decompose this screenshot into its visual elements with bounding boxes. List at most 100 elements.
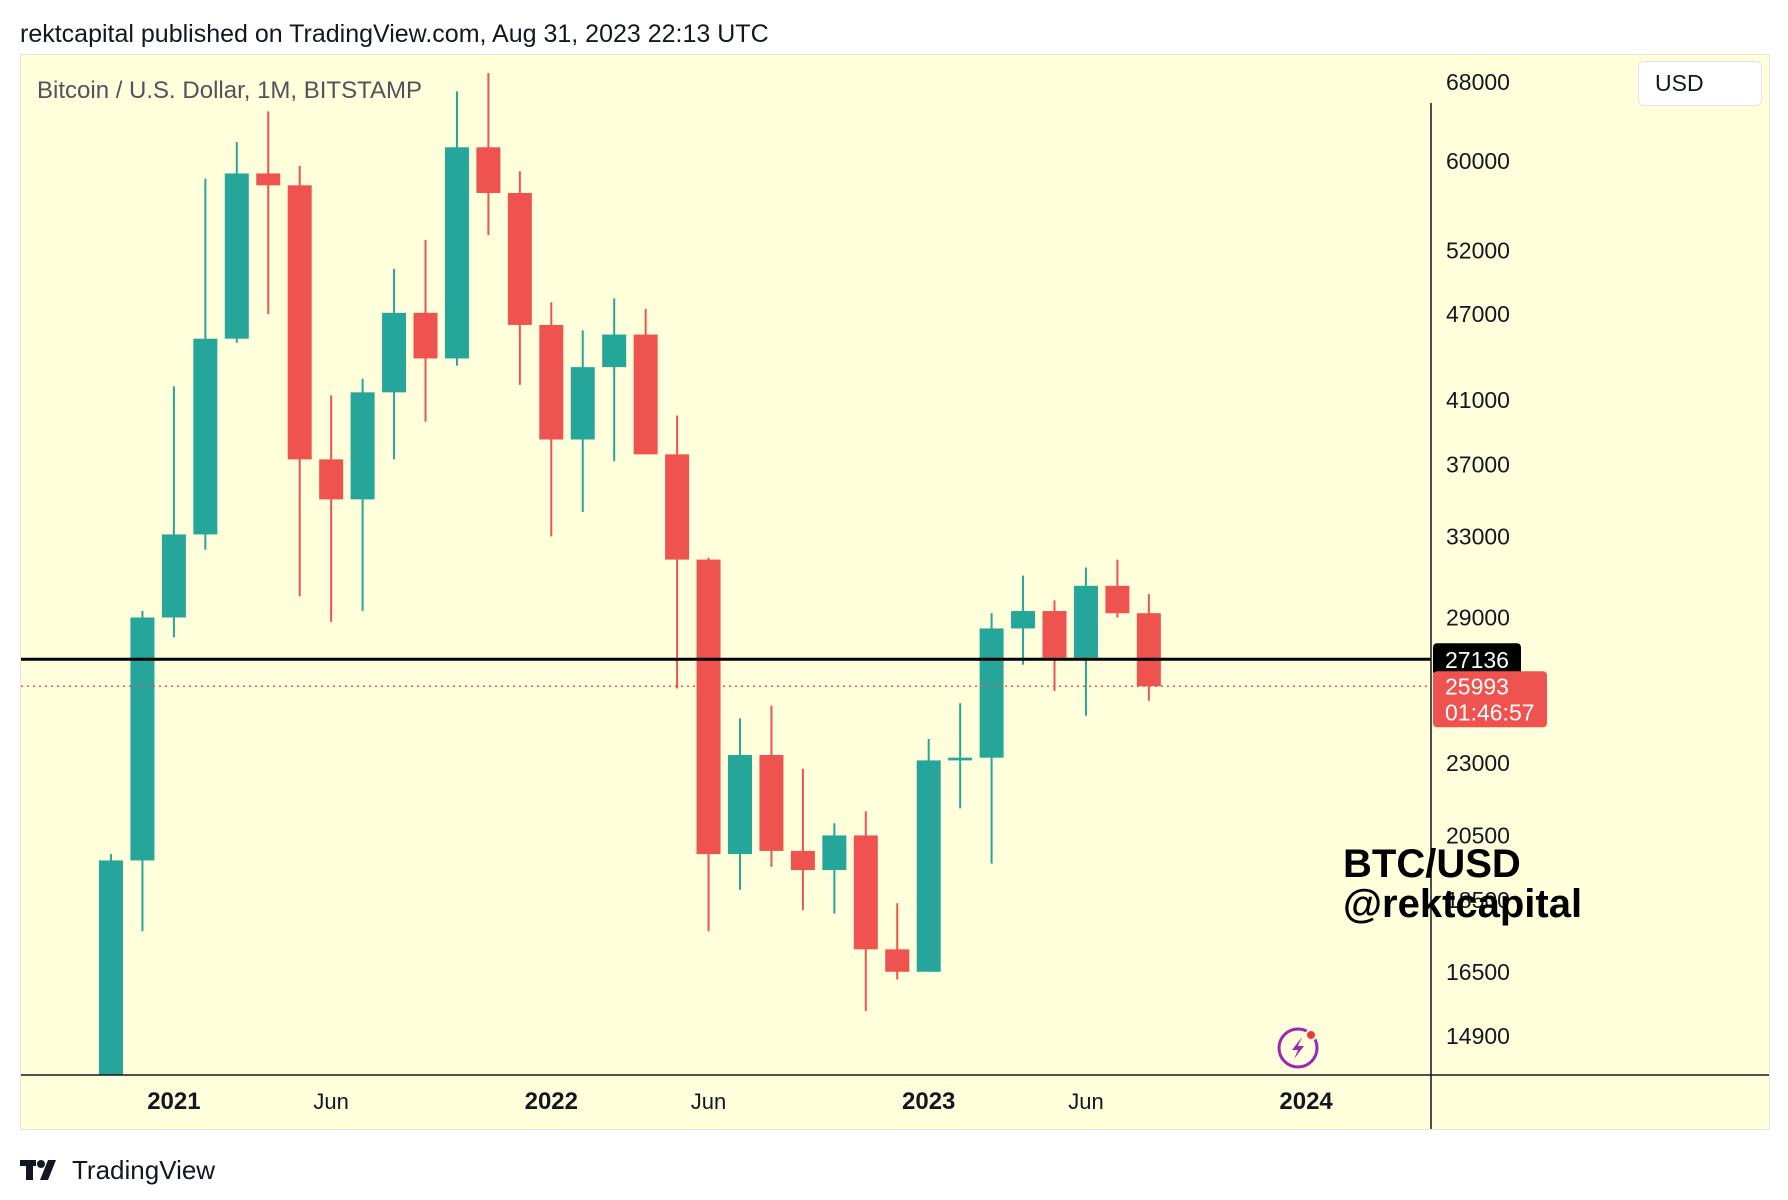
candle[interactable] — [256, 111, 281, 315]
candles-layer — [99, 72, 1161, 1075]
candle-body — [130, 617, 155, 861]
candle-body — [1011, 611, 1036, 629]
candle-body — [539, 324, 564, 440]
candle-body — [696, 559, 721, 855]
candle[interactable] — [99, 854, 123, 1075]
candle-body — [759, 754, 784, 851]
candle-body — [507, 192, 532, 325]
tradingview-logo-icon — [20, 1160, 56, 1180]
y-tick-label: 52000 — [1446, 238, 1510, 264]
candle[interactable] — [1073, 567, 1098, 716]
candle-body — [161, 534, 186, 618]
candle-body — [193, 338, 218, 535]
candlestick-chart[interactable]: 68000 60000 52000 47000 41000 37000 33000 29000… — [21, 55, 1770, 1130]
candle[interactable] — [696, 557, 721, 932]
candle-body — [822, 835, 847, 871]
candle[interactable] — [507, 171, 532, 385]
chart-frame[interactable]: 68000 60000 52000 47000 41000 37000 33000 29000… — [20, 54, 1770, 1130]
candle[interactable] — [287, 166, 312, 597]
candle-body — [99, 860, 123, 1075]
y-tick-label: 14900 — [1446, 1023, 1510, 1049]
watermark-line1: BTC/USD — [1343, 842, 1521, 886]
chart-watermark: BTC/USD @rektcapital — [1343, 844, 1582, 924]
candle[interactable] — [1136, 594, 1161, 701]
candle-body — [1073, 585, 1098, 658]
candle-body — [1042, 611, 1067, 658]
symbol-title: Bitcoin / U.S. Dollar, 1M, BITSTAMP — [37, 77, 422, 104]
candle[interactable] — [161, 386, 186, 638]
last-price-text: 25993 — [1445, 673, 1509, 699]
candle[interactable] — [444, 91, 469, 366]
level-price-badge: 27136 — [1433, 643, 1521, 676]
candle-body — [885, 949, 910, 972]
candle[interactable] — [602, 298, 627, 462]
x-tick-label: 2021 — [147, 1088, 200, 1115]
y-tick-label: 16500 — [1446, 959, 1510, 985]
candle[interactable] — [665, 415, 690, 689]
y-tick-label: 37000 — [1446, 451, 1510, 477]
candle-body — [1136, 613, 1161, 687]
candle-body — [413, 312, 438, 359]
footer-brand: TradingView — [72, 1154, 216, 1185]
candle[interactable] — [350, 378, 375, 612]
level-price-text: 27136 — [1445, 647, 1509, 673]
candle-body — [916, 760, 941, 972]
watermark-line2: @rektcapital — [1343, 882, 1583, 926]
candle[interactable] — [853, 811, 878, 1012]
candle-body — [665, 454, 690, 560]
y-tick-label: 18500 — [1446, 887, 1510, 913]
candle-body — [224, 173, 249, 339]
candle[interactable] — [570, 330, 595, 513]
y-tick-label: 60000 — [1446, 148, 1510, 174]
axes-layer: 68000 60000 52000 47000 41000 37000 33000 29000… — [21, 69, 1769, 1129]
x-tick-label: Jun — [1068, 1089, 1103, 1114]
candle[interactable] — [979, 613, 1004, 864]
candle[interactable] — [1105, 559, 1130, 618]
candle-body — [790, 850, 815, 871]
footer[interactable]: TradingView — [20, 1150, 215, 1190]
candle-body — [382, 312, 407, 393]
candle[interactable] — [790, 768, 815, 911]
y-tick-label: 29000 — [1446, 605, 1510, 631]
x-tick-label: 2024 — [1279, 1088, 1333, 1115]
candle[interactable] — [1042, 600, 1067, 691]
candle[interactable] — [413, 239, 438, 422]
x-tick-label: 2022 — [525, 1088, 578, 1115]
candle-body — [1105, 585, 1130, 614]
candle[interactable] — [948, 703, 973, 809]
candle-body — [602, 334, 627, 368]
candle-body — [444, 147, 469, 359]
bar-countdown-text: 01:46:57 — [1445, 699, 1535, 725]
y-tick-label: 41000 — [1446, 387, 1510, 413]
candle-body — [319, 459, 344, 500]
candle[interactable] — [476, 72, 501, 236]
candle-body — [350, 392, 375, 500]
candle-body — [948, 757, 973, 761]
y-tick-label: 33000 — [1446, 523, 1510, 549]
candle[interactable] — [224, 142, 249, 343]
candle[interactable] — [728, 718, 752, 890]
candle-body — [633, 334, 658, 455]
x-tick-label: 2023 — [902, 1088, 955, 1115]
candle[interactable] — [193, 178, 218, 550]
candle[interactable] — [759, 705, 784, 867]
candle[interactable] — [382, 269, 407, 460]
candle[interactable] — [1011, 575, 1036, 665]
y-tick-label: 23000 — [1446, 750, 1510, 776]
candle[interactable] — [633, 308, 658, 455]
candle-body — [728, 754, 752, 855]
y-tick-label: 47000 — [1446, 301, 1510, 327]
currency-button[interactable]: USD — [1638, 61, 1762, 106]
x-tick-label: Jun — [313, 1089, 348, 1114]
candle[interactable] — [539, 302, 564, 537]
y-tick-label: 20500 — [1446, 822, 1510, 848]
candle[interactable] — [885, 903, 910, 980]
candle[interactable] — [822, 823, 847, 914]
candle[interactable] — [319, 395, 344, 622]
candle-body — [256, 173, 281, 186]
snapshot-icon[interactable] — [1277, 1027, 1319, 1069]
candle[interactable] — [916, 739, 941, 972]
candle-body — [853, 835, 878, 950]
candle-body — [570, 367, 595, 440]
